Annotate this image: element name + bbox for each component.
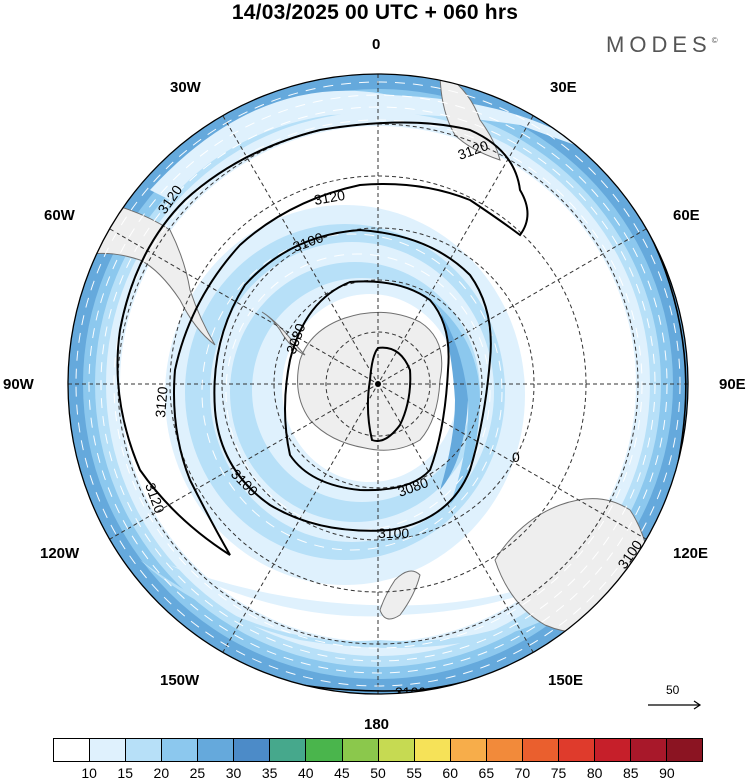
brand-logo: MODES© bbox=[606, 32, 718, 58]
south-america bbox=[84, 199, 216, 346]
colorbar-label: 35 bbox=[261, 765, 278, 781]
colorbar-cell bbox=[522, 739, 559, 761]
contour-label-3120-c: 3120 bbox=[313, 187, 347, 208]
colorbar-labels: 10 15 20 25 30 35 40 45 50 55 60 65 70 75 80 85 90 bbox=[53, 765, 703, 782]
contour-3120 bbox=[116, 121, 529, 556]
longitude-label-0: 0 bbox=[372, 36, 381, 53]
colorbar-cell bbox=[162, 739, 199, 761]
colorbar-cell bbox=[667, 739, 703, 761]
contour-label-3100-g: 3100 bbox=[395, 684, 426, 700]
colorbar-cell bbox=[198, 739, 235, 761]
longitude-label-120w: 120W bbox=[40, 545, 80, 562]
colorbar-label: 55 bbox=[406, 765, 422, 781]
colorbar-cell bbox=[270, 739, 307, 761]
brand-name: MODES bbox=[606, 32, 712, 57]
colorbar-label: 80 bbox=[586, 765, 603, 781]
colorbar-label: 45 bbox=[334, 765, 350, 781]
colorbar-label: 15 bbox=[117, 765, 134, 781]
colorbar-cell bbox=[414, 739, 451, 761]
jet-band-lower bbox=[140, 560, 620, 648]
colorbar-label: 85 bbox=[622, 765, 639, 781]
contour-core bbox=[366, 346, 412, 442]
colorbar-label: 60 bbox=[442, 765, 459, 781]
colorbar-cell bbox=[558, 739, 595, 761]
colorbar-label: 65 bbox=[478, 765, 495, 781]
colorbar-label: 25 bbox=[189, 765, 206, 781]
colorbar bbox=[53, 738, 703, 762]
longitude-label-90w: 90W bbox=[3, 376, 34, 393]
longitude-label-30e: 30E bbox=[550, 79, 577, 96]
colorbar-cell bbox=[54, 739, 91, 761]
colorbar-cell bbox=[234, 739, 271, 761]
colorbar-label: 75 bbox=[550, 765, 567, 781]
colorbar-cell bbox=[306, 739, 343, 761]
longitude-label-150e: 150E bbox=[548, 672, 584, 689]
contour-3080 bbox=[284, 280, 450, 492]
longitude-label-180: 180 bbox=[364, 716, 390, 733]
colorbar-label: 40 bbox=[297, 765, 314, 781]
colorbar-cell bbox=[631, 739, 668, 761]
colorbar-cell bbox=[342, 739, 379, 761]
longitude-label-60e: 60E bbox=[673, 207, 700, 224]
map-border bbox=[67, 73, 689, 695]
contour-3100-inner bbox=[213, 228, 492, 532]
contour-label-3120-d: 3120 bbox=[152, 386, 171, 419]
contour-label-zero: 0 bbox=[512, 449, 520, 465]
colorbar-cell bbox=[486, 739, 523, 761]
colorbar-label: 20 bbox=[153, 765, 170, 781]
colorbar-cell bbox=[126, 739, 163, 761]
reference-vector-label: 50 bbox=[666, 683, 680, 697]
longitude-label-60w: 60W bbox=[44, 207, 75, 224]
colorbar-label: 90 bbox=[659, 765, 675, 781]
longitude-label-90e: 90E bbox=[719, 376, 746, 393]
page-title: 14/03/2025 00 UTC + 060 hrs bbox=[231, 1, 519, 24]
colorbar-cell bbox=[90, 739, 127, 761]
wind-vectors bbox=[75, 81, 681, 687]
pole-marker bbox=[375, 381, 381, 387]
colorbar-cell bbox=[594, 739, 631, 761]
reference-vector-arrow bbox=[648, 700, 702, 710]
colorbar-cell bbox=[450, 739, 487, 761]
jet-band-upper bbox=[150, 90, 590, 200]
longitude-label-30w: 30W bbox=[170, 79, 201, 96]
colorbar-label: 70 bbox=[514, 765, 531, 781]
brand-mark: © bbox=[711, 36, 718, 45]
longitude-label-120e: 120E bbox=[673, 545, 709, 562]
longitude-label-150w: 150W bbox=[160, 672, 200, 689]
colorbar-cell bbox=[378, 739, 415, 761]
jet-band-lower-inner bbox=[170, 560, 595, 617]
colorbar-label: 30 bbox=[225, 765, 242, 781]
colorbar-label: 10 bbox=[81, 765, 97, 781]
contour-label-3100-c: 3100 bbox=[378, 525, 409, 541]
colorbar-label: 50 bbox=[370, 765, 386, 781]
new-zealand bbox=[379, 570, 421, 620]
jet-streak-east-edge bbox=[432, 300, 480, 505]
